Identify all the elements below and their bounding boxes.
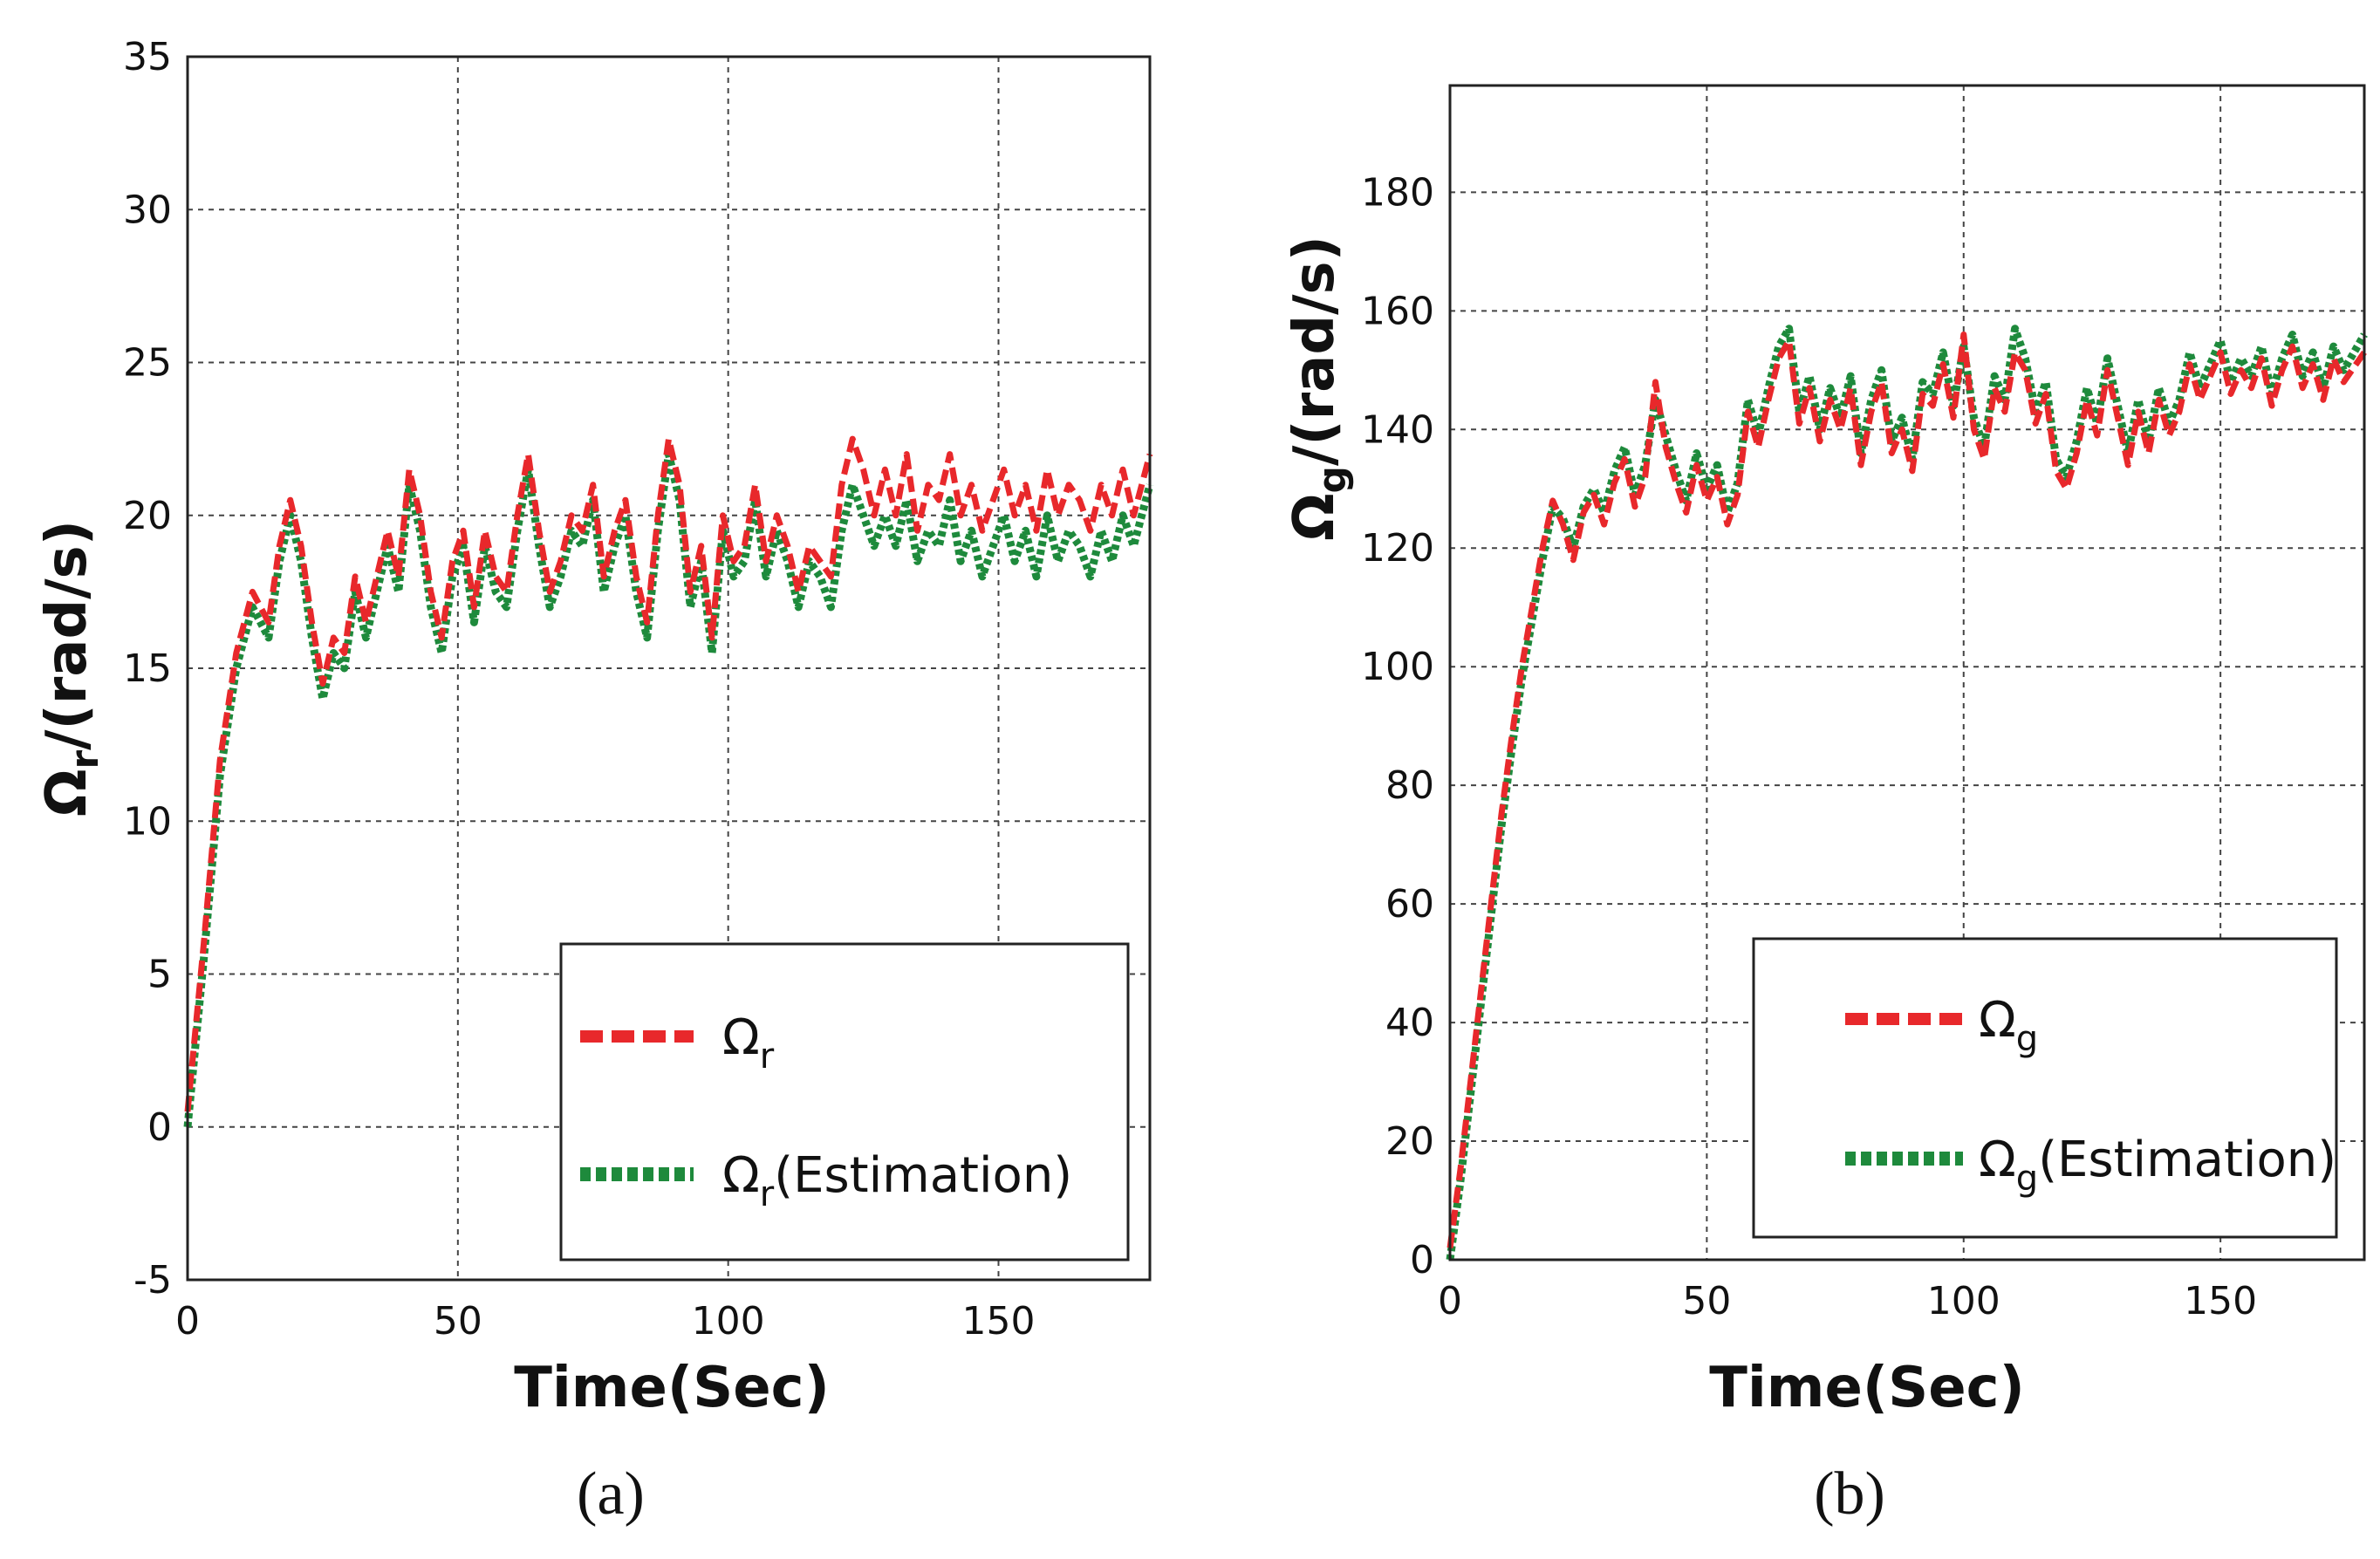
x-tick-label-b: 150 xyxy=(2184,1279,2257,1323)
legend-label-estimation-b: Ωg(Estimation) xyxy=(1979,1132,2336,1199)
series-measured-line-b xyxy=(1446,332,2367,1248)
series-estimation-line-b xyxy=(1446,325,2368,1261)
x-ticks-a: 0 50 100 150 xyxy=(175,1299,1035,1344)
y-tick-label-b: 20 xyxy=(1385,1119,1434,1164)
legend-box-a xyxy=(559,942,1130,1262)
y-tick-label-b: 160 xyxy=(1361,289,1434,333)
x-tick-label-b: 50 xyxy=(1682,1279,1731,1323)
x-axis-label-b: Time(Sec) xyxy=(1709,1356,2025,1420)
x-tick-label-a: 150 xyxy=(962,1299,1036,1344)
y-tick-label-a: 0 xyxy=(147,1105,172,1150)
plot-frame-a xyxy=(186,55,1152,1282)
legend-box-b xyxy=(1752,937,2338,1239)
y-tick-label-a: -5 xyxy=(133,1258,172,1303)
legend-label-measured-b: Ωg xyxy=(1979,992,2038,1059)
series-measured-line-a xyxy=(184,435,1153,1112)
x-ticks-b: 0 50 100 150 xyxy=(1438,1279,2257,1323)
y-ticks-a: -5 0 5 10 15 20 25 30 35 xyxy=(123,35,172,1303)
y-tick-label-b: 120 xyxy=(1361,526,1434,571)
plot-frame-b xyxy=(1448,84,2366,1262)
y-tick-label-b: 40 xyxy=(1385,1001,1434,1045)
legend-b: Ωg Ωg(Estimation) xyxy=(1752,937,2338,1239)
y-tick-label-a: 35 xyxy=(123,35,172,79)
x-axis-label-a: Time(Sec) xyxy=(514,1356,830,1420)
y-ticks-b: 0 20 40 60 80 100 120 140 160 180 xyxy=(1361,170,1434,1282)
legend-label-measured-a: Ωr xyxy=(722,1009,775,1077)
panel-caption-a: (a) xyxy=(577,1460,645,1528)
y-tick-label-b: 140 xyxy=(1361,407,1434,452)
series-layer-b xyxy=(1446,325,2368,1261)
y-axis-label-a: Ωr/(rad/s) xyxy=(35,520,107,817)
y-tick-label-a: 10 xyxy=(123,799,172,844)
y-axis-label-b: Ωg/(rad/s) xyxy=(1282,236,1355,541)
legend-label-estimation-a: Ωr(Estimation) xyxy=(722,1147,1072,1214)
x-tick-label-a: 0 xyxy=(175,1299,200,1344)
y-tick-label-a: 15 xyxy=(123,646,172,691)
y-tick-label-a: 25 xyxy=(123,341,172,386)
y-tick-label-b: 60 xyxy=(1385,882,1434,927)
y-tick-label-b: 180 xyxy=(1361,170,1434,215)
panel-caption-b: (b) xyxy=(1814,1460,1885,1528)
y-tick-label-a: 5 xyxy=(147,953,172,997)
chart-panel-b: 0 20 40 60 80 100 120 140 160 180 0 50 100 150 Ωg/(r… xyxy=(1282,84,2368,1528)
x-tick-label-b: 100 xyxy=(1927,1279,2000,1323)
x-tick-label-b: 0 xyxy=(1438,1279,1462,1323)
x-tick-label-a: 100 xyxy=(692,1299,765,1344)
y-tick-label-a: 20 xyxy=(123,494,172,538)
y-tick-label-a: 30 xyxy=(123,188,172,232)
y-tick-label-b: 80 xyxy=(1385,763,1434,808)
series-estimation-line-a xyxy=(183,450,1154,1128)
x-tick-label-a: 50 xyxy=(434,1299,482,1344)
y-tick-label-b: 0 xyxy=(1410,1238,1434,1282)
legend-a: Ωr Ωr(Estimation) xyxy=(559,942,1130,1262)
y-tick-label-b: 100 xyxy=(1361,645,1434,689)
series-layer-a xyxy=(183,435,1154,1128)
